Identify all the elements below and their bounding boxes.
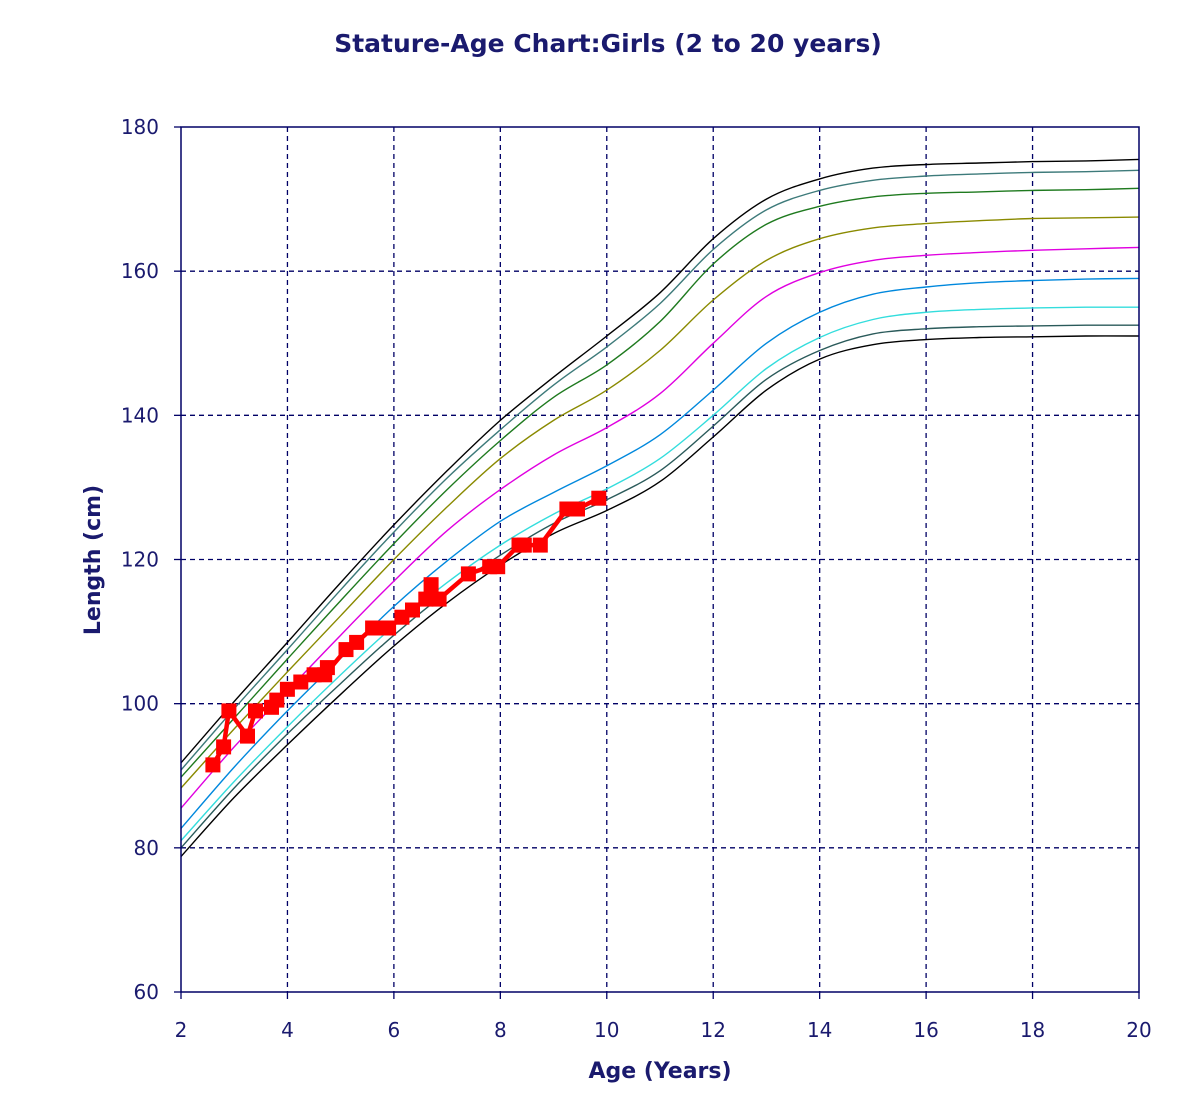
measurement-point [418,591,434,607]
percentile-curve-7 [180,306,1140,842]
measurement-point [431,591,447,607]
measurement-point [279,681,295,697]
percentile-curve-5 [180,246,1140,809]
y-tick-label: 80 [134,836,159,860]
x-tick-label: 12 [700,1018,725,1042]
measurement-point [240,728,255,744]
measurement-point [460,566,476,582]
y-axis-title: Length (cm) [81,485,106,635]
measurement-point [317,667,333,683]
percentile-curve-3 [180,187,1140,778]
x-tick-label: 18 [1020,1018,1045,1042]
measurement-series [205,490,607,773]
x-tick-label: 6 [388,1018,401,1042]
measurement-point [381,620,397,636]
measurement-point [349,634,365,650]
x-tick-label: 2 [175,1018,188,1042]
percentile-curve-8 [180,324,1140,849]
measurement-point [293,674,309,690]
y-tick-label: 60 [134,980,159,1004]
measurement-point [532,537,548,553]
measurement-point [591,490,607,506]
measurement-point [216,739,232,755]
percentile-curve-6 [180,277,1140,829]
measurement-point [490,559,506,575]
x-tick-label: 4 [281,1018,294,1042]
x-axis-title: Age (Years) [588,1059,731,1084]
y-tick-label: 160 [121,259,159,283]
y-tick-label: 140 [121,403,159,427]
x-tick-label: 14 [807,1018,832,1042]
x-tick-label: 20 [1126,1018,1151,1042]
axis-ticks: 2 4 6 8 10 12 14 16 18 20 60 80 100 120 140 160 180 [121,115,1152,1042]
x-tick-label: 16 [913,1018,938,1042]
measurement-point [205,757,221,773]
y-tick-label: 120 [121,548,159,572]
measurement-point [248,703,263,719]
measurement-point [405,602,420,618]
measurement-point [516,537,532,553]
percentile-curve-1 [180,158,1140,764]
y-tick-label: 180 [121,115,159,139]
x-tick-label: 8 [494,1018,507,1042]
chart-title: Stature-Age Chart:Girls (2 to 20 years) [334,29,882,58]
percentile-curve-2 [180,169,1140,771]
measurement-point [423,577,439,593]
x-tick-label: 10 [594,1018,619,1042]
y-tick-label: 100 [121,692,159,716]
measurement-point [221,703,237,719]
measurement-point [570,501,585,517]
percentile-curve-9 [180,335,1140,857]
percentile-curves [180,158,1140,857]
percentile-curve-4 [180,216,1140,789]
grid [181,127,1139,992]
